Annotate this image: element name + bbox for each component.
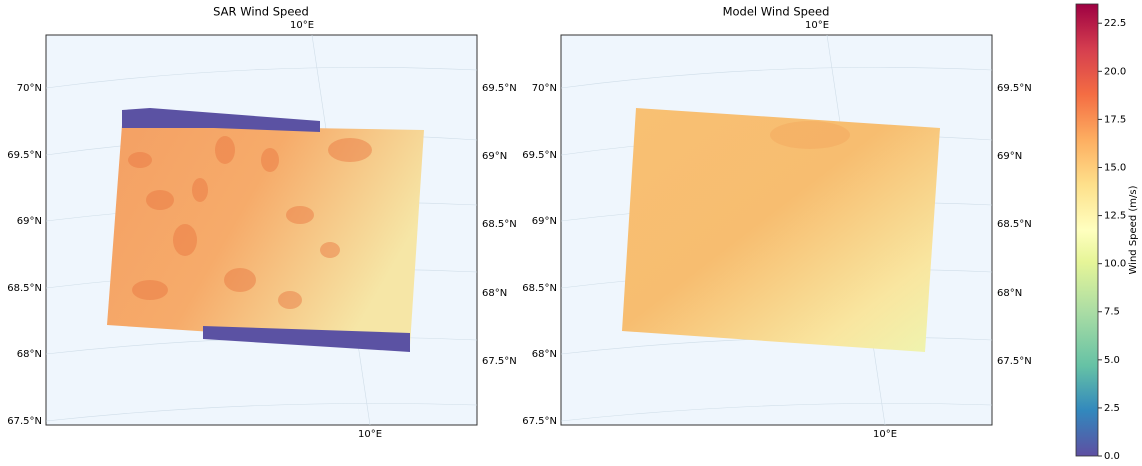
lat-label: 69.5°N	[482, 83, 517, 94]
lat-label: 69.5°N	[522, 150, 557, 161]
lat-label: 68.5°N	[997, 219, 1032, 230]
colorbar-tick-label: 0.0	[1104, 451, 1120, 462]
lat-label: 67.5°N	[522, 416, 557, 427]
colorbar-tick-label: 17.5	[1104, 114, 1126, 125]
bottom-lon-label: 10°E	[358, 429, 382, 440]
lat-label: 69.5°N	[7, 150, 42, 161]
lat-label: 68°N	[997, 288, 1022, 299]
lat-label: 68.5°N	[7, 283, 42, 294]
colorbar-tick-label: 12.5	[1104, 211, 1126, 222]
lat-label: 67.5°N	[482, 356, 517, 367]
lat-label: 69°N	[17, 216, 42, 227]
panel-title: Model Wind Speed	[723, 5, 830, 19]
lat-label: 68.5°N	[482, 219, 517, 230]
bottom-lon-label: 10°E	[873, 429, 897, 440]
colorbar-tick-label: 22.5	[1104, 18, 1126, 29]
lat-label: 67.5°N	[7, 416, 42, 427]
model-shade	[770, 121, 850, 149]
colorbar-tick-label: 20.0	[1104, 66, 1126, 77]
top-lon-label: 10°E	[290, 20, 314, 31]
colorbar-tick-label: 7.5	[1104, 307, 1120, 318]
lat-label: 70°N	[532, 83, 557, 94]
sar-panel	[46, 35, 477, 425]
lat-label: 69.5°N	[997, 83, 1032, 94]
model-panel	[561, 35, 992, 425]
lat-label: 67.5°N	[997, 356, 1032, 367]
lat-label: 68°N	[482, 288, 507, 299]
colorbar	[1076, 4, 1098, 456]
lat-label: 68°N	[17, 349, 42, 360]
lat-label: 69°N	[482, 151, 507, 162]
colorbar-tick-label: 2.5	[1104, 403, 1120, 414]
lat-label: 68°N	[532, 349, 557, 360]
figure: Wind Speed (m/s) SAR Wind Speed10°E10°E7…	[0, 0, 1142, 466]
colorbar-tick-label: 10.0	[1104, 259, 1126, 270]
lat-label: 68.5°N	[522, 283, 557, 294]
lat-label: 70°N	[17, 83, 42, 94]
lat-label: 69°N	[532, 216, 557, 227]
colorbar-tick-label: 5.0	[1104, 355, 1120, 366]
colorbar-tick-label: 15.0	[1104, 162, 1126, 173]
lat-label: 69°N	[997, 151, 1022, 162]
panel-title: SAR Wind Speed	[213, 5, 309, 19]
top-lon-label: 10°E	[805, 20, 829, 31]
colorbar-label: Wind Speed (m/s)	[1128, 185, 1139, 274]
